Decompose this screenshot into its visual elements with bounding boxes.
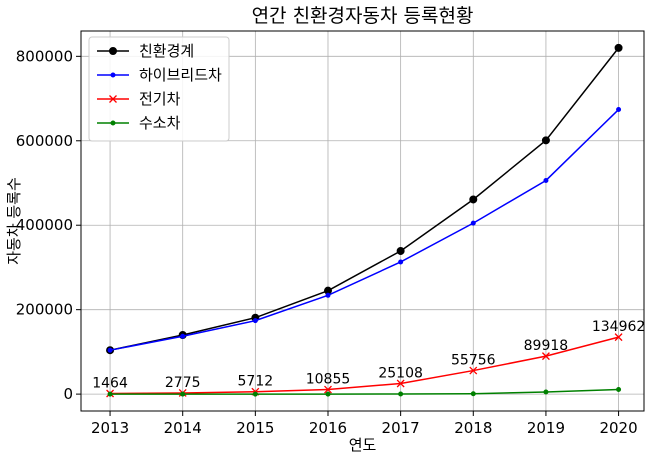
data-point xyxy=(398,391,404,397)
legend-box xyxy=(88,36,230,142)
data-point xyxy=(541,136,550,145)
plot-series xyxy=(106,43,623,398)
data-point xyxy=(543,389,549,395)
legend-label: 전기차 xyxy=(139,90,181,108)
x-tick-label: 2018 xyxy=(454,419,492,437)
x-tick-label: 2020 xyxy=(599,419,637,437)
data-label: 55756 xyxy=(451,353,496,369)
y-tick-label: 200000 xyxy=(16,301,73,319)
data-label: 2775 xyxy=(165,375,201,391)
series-line xyxy=(110,336,619,395)
legend-item: 하이브리드차 xyxy=(97,66,222,84)
data-point xyxy=(109,47,117,55)
data-label: 1464 xyxy=(92,375,128,391)
y-tick-label: 400000 xyxy=(16,216,73,234)
y-axis-label: 자동차 등록수 xyxy=(5,177,23,265)
data-point xyxy=(470,391,476,397)
data-point xyxy=(325,391,331,397)
data-point xyxy=(614,333,623,342)
data-point xyxy=(107,391,113,397)
data-label: 89918 xyxy=(524,338,569,354)
data-point xyxy=(110,72,116,78)
data-label: 25108 xyxy=(378,366,423,382)
series-line xyxy=(110,388,619,395)
data-point xyxy=(614,43,623,52)
x-axis-label: 연도 xyxy=(349,436,377,454)
axis-ticks: 2013 2014 2015 2016 2017 2018 2019 2020 0 200000 4… xyxy=(16,47,638,437)
x-tick-label: 2014 xyxy=(164,419,202,437)
data-point xyxy=(107,347,113,353)
data-point xyxy=(180,391,186,397)
y-tick-label: 800000 xyxy=(16,47,73,65)
data-label: 5712 xyxy=(238,374,274,390)
plot-frame xyxy=(80,30,645,412)
data-point xyxy=(541,352,550,361)
data-point xyxy=(396,246,405,255)
data-point xyxy=(396,379,405,388)
data-point xyxy=(252,391,258,397)
series-2 xyxy=(107,107,622,353)
legend-label: 수소차 xyxy=(139,114,181,132)
data-point xyxy=(469,195,478,204)
data-point xyxy=(543,177,549,183)
data-point xyxy=(616,107,622,113)
data-point xyxy=(325,292,331,298)
y-tick-label: 0 xyxy=(63,385,73,403)
data-point xyxy=(470,220,476,226)
legend-item: 수소차 xyxy=(97,114,181,132)
series-line xyxy=(109,47,620,351)
x-tick-label: 2015 xyxy=(236,419,274,437)
legend-label: 친환경계 xyxy=(139,42,194,60)
x-tick-label: 2013 xyxy=(91,419,129,437)
data-point xyxy=(324,385,332,394)
series-3 xyxy=(106,333,623,398)
legend-item: 전기차 xyxy=(97,90,181,108)
data-point xyxy=(252,318,258,324)
data-label: 10855 xyxy=(306,372,351,388)
chart-title: 연간 친환경자동차 등록현황 xyxy=(252,5,474,27)
x-tick-label: 2017 xyxy=(382,419,420,437)
data-label: 134962 xyxy=(592,319,645,335)
legend-label: 하이브리드차 xyxy=(139,66,222,84)
x-tick-label: 2016 xyxy=(309,419,347,437)
data-point xyxy=(110,120,116,126)
data-point xyxy=(616,387,622,393)
data-point xyxy=(469,366,478,375)
data-point xyxy=(109,95,117,103)
data-labels: 1464 2775 5712 10855 25108 55756 89918 134962 xyxy=(92,319,645,391)
legend-item: 친환경계 xyxy=(97,42,194,60)
x-tick-label: 2019 xyxy=(527,419,565,437)
series-4 xyxy=(107,387,622,397)
data-point xyxy=(398,259,404,265)
y-tick-label: 600000 xyxy=(16,132,73,150)
data-point xyxy=(180,333,186,339)
series-line xyxy=(109,108,620,351)
